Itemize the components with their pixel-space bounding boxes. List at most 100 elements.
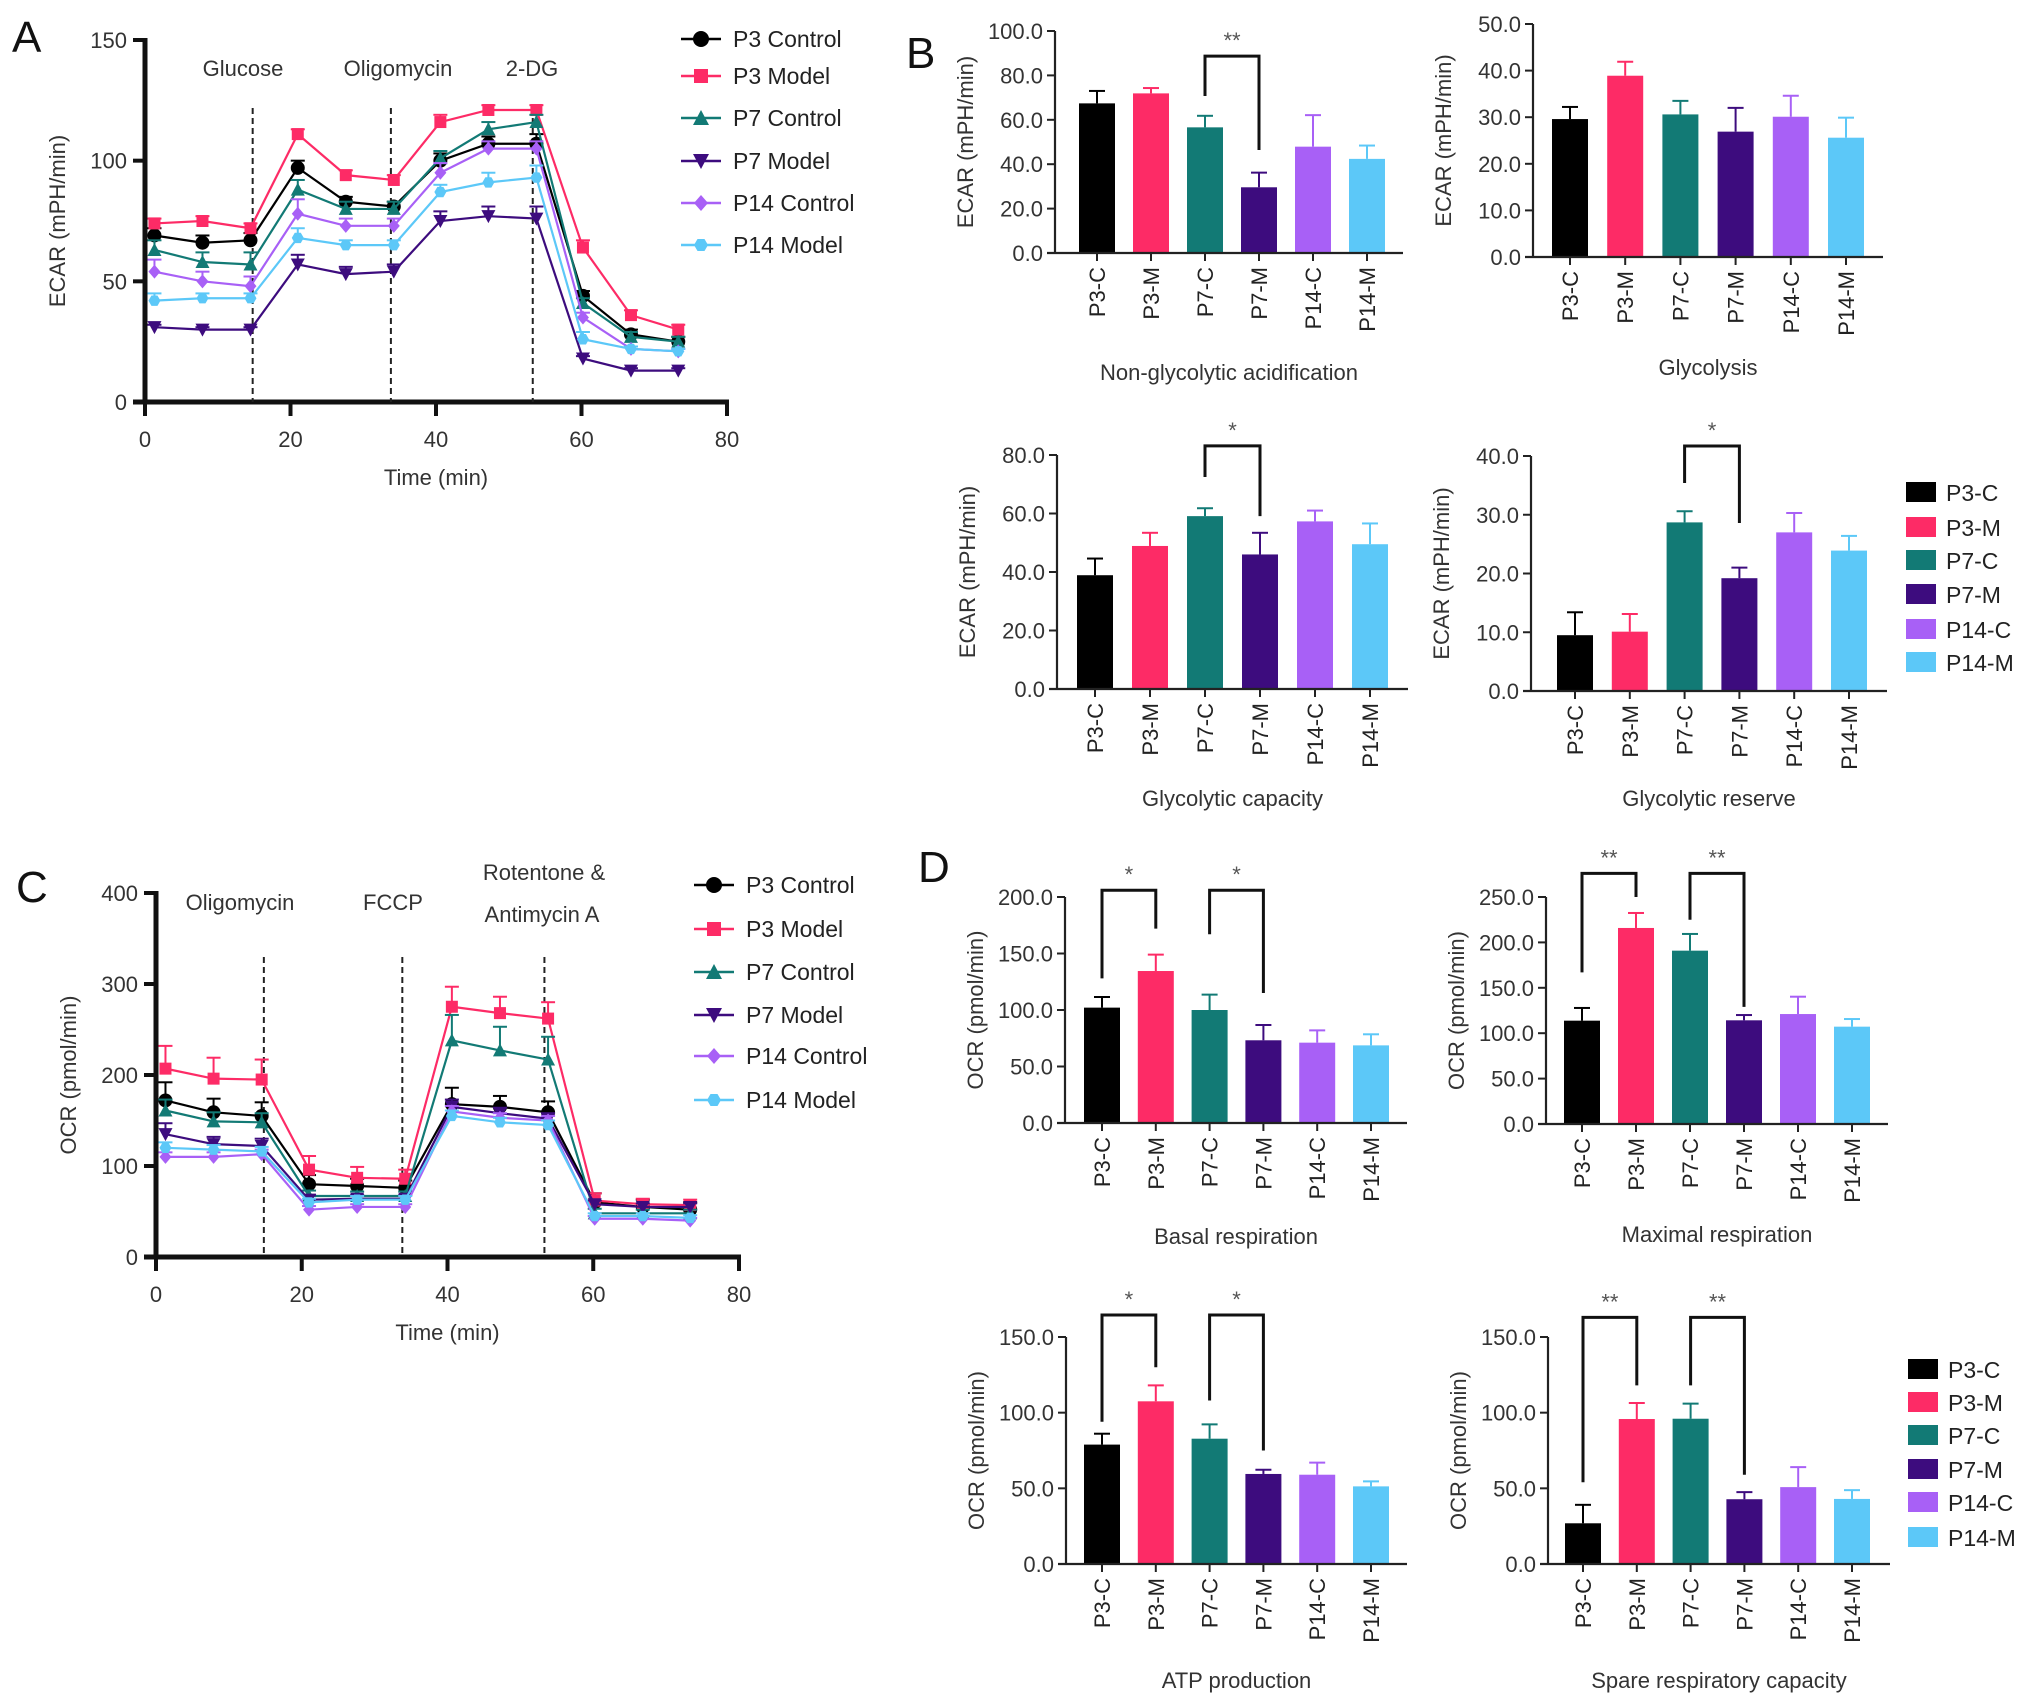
y-tick-label: 150 bbox=[90, 28, 127, 53]
y-tick-label: 20.0 bbox=[1002, 619, 1045, 644]
data-point bbox=[339, 218, 352, 233]
y-tick-label: 20.0 bbox=[1000, 197, 1043, 222]
series-line bbox=[154, 108, 679, 331]
category-label: P3-M bbox=[1144, 1137, 1169, 1190]
data-point bbox=[290, 160, 305, 175]
x-axis-title: Glycolysis bbox=[1658, 355, 1757, 380]
bar-p14-c bbox=[1780, 1487, 1817, 1564]
legend-item: P7-C bbox=[1908, 1423, 2000, 1449]
data-point bbox=[196, 215, 209, 227]
y-tick-label: 100.0 bbox=[988, 19, 1043, 44]
legend-item: P3-M bbox=[1908, 1390, 2003, 1416]
category-label: P7-C bbox=[1193, 267, 1218, 317]
legend-marker-icon bbox=[706, 877, 722, 893]
category-label: P3-C bbox=[1085, 267, 1110, 317]
category-label: P7-M bbox=[1732, 1578, 1757, 1631]
data-point bbox=[244, 293, 257, 304]
panel-label-a: A bbox=[12, 13, 42, 62]
category-label: P7-M bbox=[1251, 1578, 1276, 1631]
injection-label: Antimycin A bbox=[485, 902, 600, 927]
legend-marker-icon bbox=[693, 110, 709, 125]
data-point bbox=[434, 186, 447, 198]
legend-item: P7-C bbox=[1906, 548, 1998, 574]
significance-bracket bbox=[1581, 1315, 1639, 1483]
y-tick-label: 50.0 bbox=[1493, 1476, 1536, 1501]
legend-swatch-icon bbox=[1906, 482, 1936, 502]
legend-item: P14-M bbox=[1908, 1525, 2016, 1551]
y-axis-title: ECAR (mPH/min) bbox=[953, 56, 978, 228]
data-point bbox=[433, 215, 448, 228]
y-axis-title: OCR (pmol/min) bbox=[964, 1371, 989, 1530]
data-point bbox=[206, 1114, 221, 1128]
legend-label: P3-M bbox=[1946, 515, 2001, 541]
legend-label: P3-M bbox=[1948, 1390, 2003, 1416]
y-tick-label: 10.0 bbox=[1476, 620, 1519, 645]
significance-label: * bbox=[1232, 862, 1241, 887]
significance-label: ** bbox=[1709, 1289, 1727, 1314]
category-label: P14-M bbox=[1840, 1138, 1865, 1203]
bar-p3-m bbox=[1607, 75, 1644, 257]
bar-p3-c bbox=[1557, 635, 1593, 691]
significance-label: ** bbox=[1223, 28, 1241, 53]
y-tick-label: 30.0 bbox=[1478, 105, 1521, 130]
significance-label: * bbox=[1228, 418, 1237, 443]
significance-bracket bbox=[1100, 1313, 1158, 1422]
category-label: P14-M bbox=[1359, 1578, 1384, 1643]
legend-label: P14 Model bbox=[733, 232, 843, 258]
bar-p3-c bbox=[1552, 119, 1588, 258]
y-tick-label: 80.0 bbox=[1000, 63, 1043, 88]
bar-p7-m bbox=[1717, 131, 1754, 257]
significance-bracket bbox=[1203, 54, 1261, 150]
legend-item: P14 Model bbox=[681, 232, 843, 258]
legend-label: P7 Model bbox=[733, 148, 830, 174]
y-tick-label: 0.0 bbox=[1490, 245, 1521, 270]
data-point bbox=[387, 218, 400, 233]
injection-label: FCCP bbox=[363, 890, 423, 915]
bar-p3-c bbox=[1564, 1020, 1600, 1124]
y-tick-label: 200.0 bbox=[998, 885, 1053, 910]
x-tick-label: 0 bbox=[150, 1282, 162, 1307]
bar-p14-m bbox=[1352, 544, 1388, 689]
bar-p3-m bbox=[1611, 631, 1648, 691]
significance-label: * bbox=[1125, 1287, 1134, 1312]
legend-label: P14-C bbox=[1948, 1490, 2013, 1516]
legend-marker-icon bbox=[706, 964, 722, 979]
legend-item: P3 Control bbox=[681, 26, 842, 52]
bar-p3-c bbox=[1084, 1007, 1120, 1123]
data-point bbox=[303, 1163, 316, 1176]
bar-p3-m bbox=[1618, 1419, 1655, 1564]
data-point bbox=[493, 1117, 506, 1128]
data-point bbox=[196, 274, 209, 289]
legend-label: P7 Control bbox=[733, 105, 842, 131]
legend-label: P3 Control bbox=[733, 26, 842, 52]
x-axis-title: Glycolytic reserve bbox=[1622, 786, 1796, 811]
legend-item: P14-C bbox=[1908, 1490, 2013, 1516]
panel-label-c: C bbox=[16, 863, 48, 912]
bar-p3-c bbox=[1079, 103, 1115, 253]
y-tick-label: 40.0 bbox=[1478, 59, 1521, 84]
series-line bbox=[165, 1105, 691, 1209]
bar-p14-c bbox=[1780, 1014, 1816, 1124]
panel-c-ocr-line-chart: 0 100 200 300 400 0 20 40 60 80 Time (min) OCR (pmo… bbox=[56, 860, 867, 1345]
data-point bbox=[159, 1142, 172, 1153]
x-axis-title: Non-glycolytic acidification bbox=[1100, 360, 1358, 385]
data-point bbox=[683, 1200, 698, 1214]
legend-label: P3 Model bbox=[733, 63, 830, 89]
category-label: P3-M bbox=[1624, 1138, 1649, 1191]
bar-p7-c bbox=[1187, 516, 1223, 689]
data-point bbox=[576, 310, 589, 325]
y-tick-label: 0.0 bbox=[1014, 677, 1045, 702]
data-point bbox=[493, 1007, 506, 1020]
injection-label: 2-DG bbox=[506, 56, 559, 81]
bar-p14-m bbox=[1349, 158, 1385, 253]
bar-p7-c bbox=[1191, 1010, 1228, 1123]
data-point bbox=[291, 232, 304, 244]
significance-label: ** bbox=[1601, 1289, 1619, 1314]
category-label: P14-C bbox=[1782, 705, 1807, 767]
legend-item: P14-C bbox=[1906, 617, 2011, 643]
legend-label: P14-M bbox=[1948, 1525, 2016, 1551]
significance-bracket bbox=[1203, 444, 1262, 517]
y-tick-label: 80.0 bbox=[1002, 443, 1045, 468]
data-point bbox=[623, 364, 638, 378]
y-axis-title: OCR (pmol/min) bbox=[56, 996, 81, 1155]
